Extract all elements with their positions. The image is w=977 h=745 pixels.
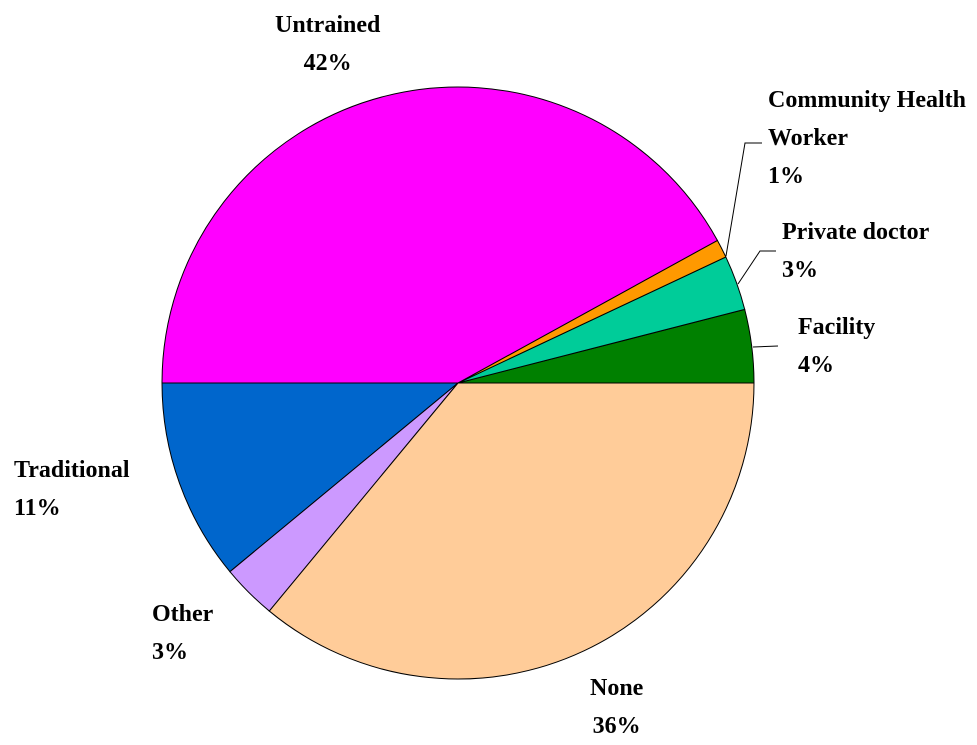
slice-label: Other 3% [152,595,213,671]
pie-slice [161,382,460,573]
value-label: 3% [782,257,818,283]
leader-line [752,345,779,348]
slice-label: None 36% [590,669,643,745]
category-label: Other [152,601,214,627]
category-label: Community Health Worker [768,87,966,151]
category-label: Untrained [275,12,381,38]
category-label: Facility [798,314,876,340]
value-label: 4% [798,352,834,378]
value-label: 11% [14,495,61,521]
value-label: 36% [592,713,641,739]
pie-slice [161,86,719,384]
slice-label: Private doctor 3% [782,213,929,289]
category-label: Traditional [14,457,130,483]
pie [161,86,755,680]
leader-line [737,250,776,285]
value-label: 3% [152,639,188,665]
value-label: 42% [303,50,352,76]
slice-label: Community Health Worker 1% [768,81,973,195]
pie-slice [268,382,755,680]
leader-line [725,142,762,257]
category-label: None [590,675,644,701]
slice-label: Facility 4% [798,308,875,384]
category-label: Private doctor [782,219,930,245]
slice-label: Traditional 11% [14,451,130,527]
slice-label: Untrained 42% [275,6,380,82]
value-label: 1% [768,163,804,189]
